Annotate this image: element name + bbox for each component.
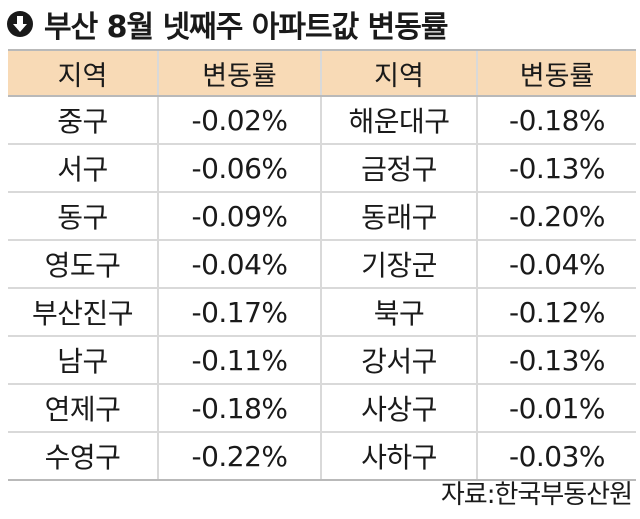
change-cell: -0.09%	[157, 192, 321, 241]
source-note: 자료:한국부동산원	[440, 480, 633, 510]
table-row: 부산진구 -0.17% 북구 -0.12%	[8, 288, 636, 337]
change-cell: -0.17%	[157, 288, 321, 337]
region-cell: 중구	[8, 96, 158, 145]
down-arrow-circle-icon	[7, 11, 33, 37]
change-cell: -0.13%	[476, 336, 636, 385]
table-row: 서구 -0.06% 금정구 -0.13%	[8, 144, 636, 193]
table-row: 중구 -0.02% 해운대구 -0.18%	[8, 96, 636, 145]
table-row: 영도구 -0.04% 기장군 -0.04%	[8, 240, 636, 289]
region-cell: 동래구	[320, 192, 477, 241]
change-cell: -0.22%	[157, 432, 321, 481]
change-cell: -0.06%	[157, 144, 321, 193]
region-cell: 남구	[8, 336, 158, 385]
change-rate-table: 지역 변동률 지역 변동률 중구 -0.02% 해운대구 -0.18% 서구 -…	[8, 49, 636, 481]
table-row: 남구 -0.11% 강서구 -0.13%	[8, 336, 636, 385]
change-cell: -0.18%	[157, 384, 321, 433]
table-row: 연제구 -0.18% 사상구 -0.01%	[8, 384, 636, 433]
region-cell: 동구	[8, 192, 158, 241]
header-change-1: 변동률	[157, 49, 321, 97]
region-cell: 서구	[8, 144, 158, 193]
page-title-bar: 부산 8월 넷째주 아파트값 변동률	[6, 4, 448, 45]
change-cell: -0.18%	[476, 96, 636, 145]
region-cell: 영도구	[8, 240, 158, 289]
change-cell: -0.12%	[476, 288, 636, 337]
change-cell: -0.20%	[476, 192, 636, 241]
change-cell: -0.11%	[157, 336, 321, 385]
table-row: 동구 -0.09% 동래구 -0.20%	[8, 192, 636, 241]
change-cell: -0.13%	[476, 144, 636, 193]
page-title: 부산 8월 넷째주 아파트값 변동률	[44, 10, 448, 45]
change-cell: -0.03%	[476, 432, 636, 481]
header-change-2: 변동률	[476, 49, 636, 97]
region-cell: 금정구	[320, 144, 477, 193]
region-cell: 부산진구	[8, 288, 158, 337]
table-header-row: 지역 변동률 지역 변동률	[8, 49, 636, 97]
region-cell: 북구	[320, 288, 477, 337]
change-cell: -0.02%	[157, 96, 321, 145]
region-cell: 해운대구	[320, 96, 477, 145]
change-cell: -0.04%	[157, 240, 321, 289]
change-cell: -0.04%	[476, 240, 636, 289]
region-cell: 사하구	[320, 432, 477, 481]
region-cell: 연제구	[8, 384, 158, 433]
region-cell: 수영구	[8, 432, 158, 481]
region-cell: 사상구	[320, 384, 477, 433]
region-cell: 기장군	[320, 240, 477, 289]
header-region-2: 지역	[320, 49, 477, 97]
header-region-1: 지역	[8, 49, 158, 97]
region-cell: 강서구	[320, 336, 477, 385]
change-cell: -0.01%	[476, 384, 636, 433]
table-row: 수영구 -0.22% 사하구 -0.03%	[8, 432, 636, 481]
